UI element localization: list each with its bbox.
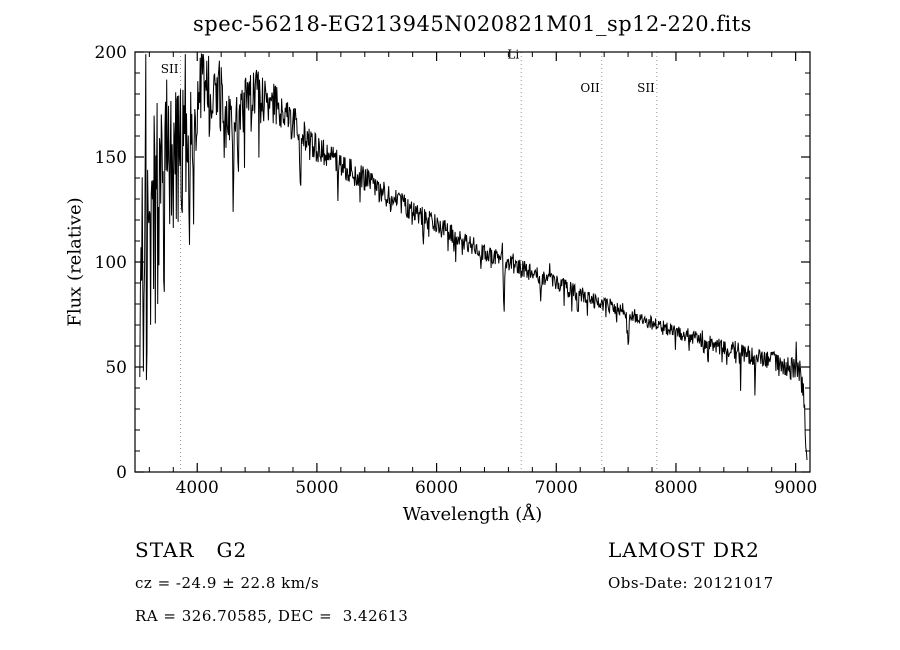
x-tick-label: 7000 — [535, 478, 578, 498]
y-tick-label: 150 — [95, 148, 127, 168]
obs-date: Obs-Date: 20121017 — [608, 574, 774, 592]
marker-label-oii: OII — [580, 81, 600, 95]
y-tick-label: 0 — [116, 463, 127, 483]
x-tick-label: 4000 — [176, 478, 219, 498]
x-tick-label: 5000 — [295, 478, 338, 498]
x-tick-label: 6000 — [415, 478, 458, 498]
x-tick-label: 9000 — [774, 478, 817, 498]
cz-value: cz = -24.9 ± 22.8 km/s — [135, 574, 320, 592]
y-tick-label: 50 — [105, 358, 127, 378]
spectrum-line — [139, 53, 808, 461]
y-tick-label: 100 — [95, 253, 127, 273]
survey-label: LAMOST DR2 — [608, 538, 760, 562]
marker-label-li: Li — [507, 47, 519, 61]
plot-title: spec-56218-EG213945N020821M01_sp12-220.f… — [193, 12, 752, 36]
y-tick-label: 200 — [95, 43, 127, 63]
object-class-label: STAR G2 — [135, 538, 248, 562]
marker-label-sii: SII — [637, 81, 655, 95]
x-tick-label: 8000 — [654, 478, 697, 498]
x-axis-label: Wavelength (Å) — [402, 504, 543, 525]
y-axis-label: Flux (relative) — [64, 197, 86, 327]
ra-dec-coords: RA = 326.70585, DEC = 3.42613 — [135, 607, 409, 625]
marker-label-sii: SII — [161, 62, 179, 76]
